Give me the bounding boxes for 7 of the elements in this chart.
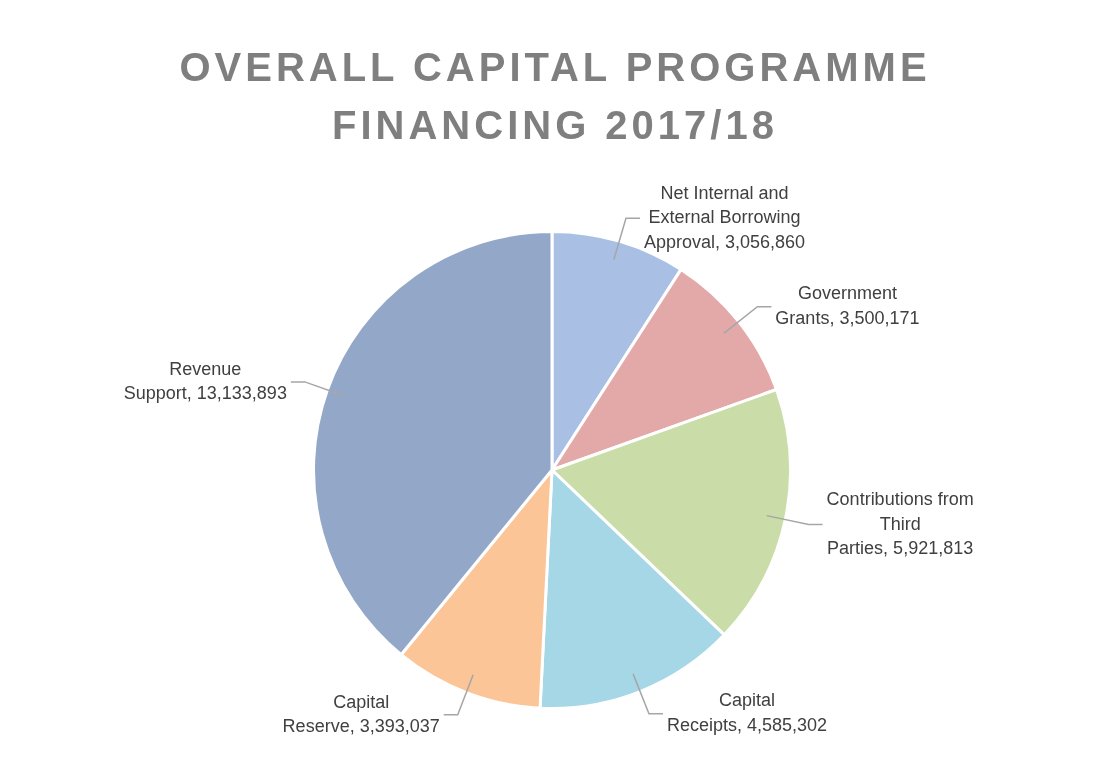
chart-title: OVERALL CAPITAL PROGRAMME FINANCING 2017/18 xyxy=(178,44,932,149)
slice-label: Revenue Support, 13,133,893 xyxy=(123,358,287,404)
slice-label: Net Internal and External Borrowing Approval, 3,056,860 xyxy=(643,182,806,252)
slice-label: Government Grants, 3,500,171 xyxy=(775,283,920,328)
slice-label: Capital Reserve, 3,393,037 xyxy=(282,691,440,737)
slice-label: Contributions from Third Parties, 5,921,813 xyxy=(826,489,974,559)
slice-label: Capital Receipts, 4,585,302 xyxy=(666,690,828,735)
